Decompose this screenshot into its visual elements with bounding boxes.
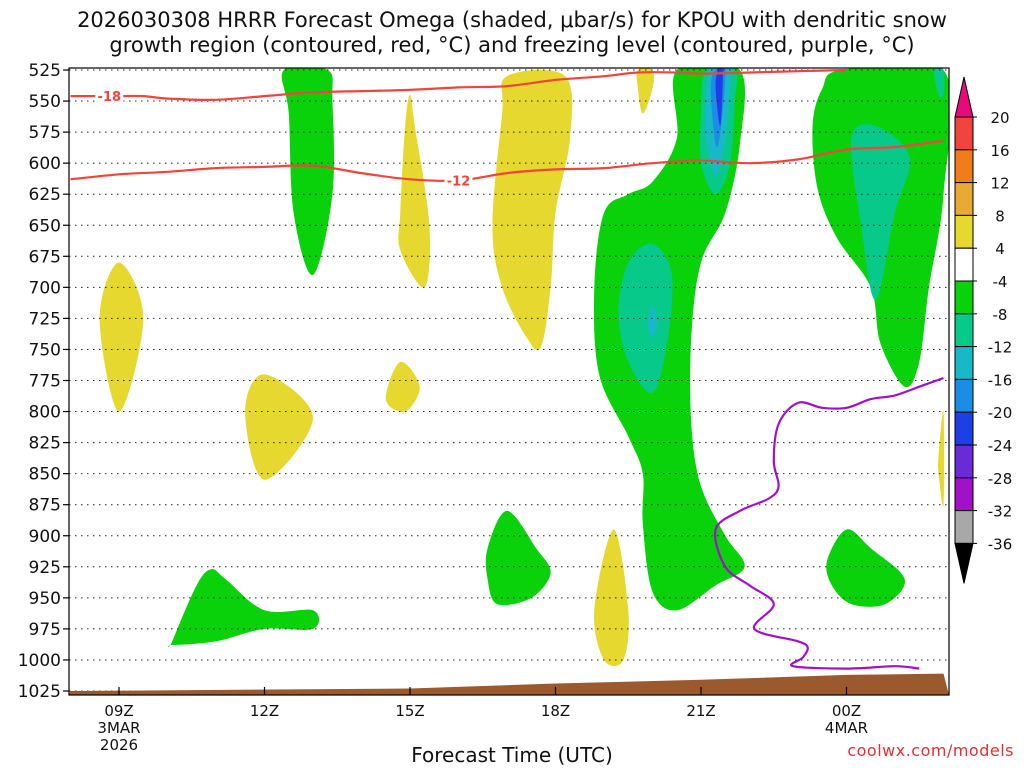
colorbar-label-8: -16 — [988, 371, 1013, 389]
colorbar-swatch-5 — [954, 247, 974, 282]
colorbar-label-4: 4 — [995, 240, 1005, 258]
omega-shading — [99, 68, 949, 667]
omega-region-sinking-4 — [398, 94, 430, 288]
colorbar-swatch-11 — [954, 444, 974, 479]
omega-region-rising-11 — [485, 510, 551, 606]
x-tick-label-18Z: 18Z — [541, 702, 570, 720]
colorbar-label-1: 16 — [990, 142, 1009, 160]
y-tick-label-850: 850 — [29, 465, 61, 485]
x-tick-label-00Z: 00Z — [832, 702, 861, 720]
x-tick-label-09Z: 09Z — [104, 702, 133, 720]
omega-region-rising-12 — [593, 68, 746, 611]
omega-region-rising-10 — [281, 68, 335, 275]
site-credit[interactable]: coolwx.com/models — [847, 741, 1014, 760]
y-tick-label-800: 800 — [29, 403, 61, 423]
contour-label-2: -12 — [447, 175, 471, 190]
colorbar-swatch-12 — [954, 477, 974, 512]
omega-region-rising-20 — [647, 306, 658, 337]
contour-label-bg-2 — [444, 172, 473, 188]
omega-region-sinking-2 — [245, 374, 313, 480]
y-tick-label-575: 575 — [29, 123, 61, 143]
colorbar-swatch-3 — [954, 182, 974, 216]
omega-region-sinking-8 — [938, 410, 945, 507]
omega-region-rising-9 — [168, 569, 320, 647]
colorbar-label-10: -24 — [988, 437, 1013, 455]
omega-region-rising-16 — [850, 124, 911, 300]
x-tick-year: 2026 — [100, 736, 138, 754]
omega-region-rising-14 — [826, 529, 905, 607]
y-tick-label-1000: 1000 — [18, 651, 61, 671]
y-tick-label-600: 600 — [29, 154, 61, 174]
colorbar-swatch-2 — [954, 149, 974, 184]
y-tick-label-775: 775 — [29, 372, 61, 392]
omega-region-rising-18 — [933, 68, 945, 98]
colorbar-swatch-6 — [954, 280, 974, 315]
omega-region-sinking-3 — [385, 361, 420, 412]
colorbar-label-6: -8 — [993, 306, 1008, 324]
x-tick-date-4MAR: 4MAR — [825, 719, 868, 737]
colorbar-label-11: -28 — [988, 470, 1013, 488]
colorbar-swatch-10 — [954, 411, 974, 446]
terrain-fill — [69, 673, 949, 695]
y-tick-label-825: 825 — [29, 434, 61, 454]
colorbar-swatch-8 — [954, 346, 974, 380]
colorbar-label-9: -20 — [988, 404, 1013, 422]
contour-line-1 — [70, 68, 847, 101]
title-line-1: 2026030308 HRRR Forecast Omega (shaded, … — [77, 8, 947, 32]
colorbar-label-5: -4 — [993, 273, 1008, 291]
x-axis-title: Forecast Time (UTC) — [411, 743, 613, 767]
x-tick-label-21Z: 21Z — [686, 702, 715, 720]
omega-region-sinking-7 — [594, 529, 629, 667]
y-tick-label-1025: 1025 — [18, 682, 61, 702]
omega-region-sinking-1 — [99, 262, 144, 412]
colorbar-swatch-4 — [954, 214, 974, 249]
y-tick-label-975: 975 — [29, 620, 61, 640]
y-tick-label-725: 725 — [29, 309, 61, 329]
y-tick-label-525: 525 — [29, 61, 61, 81]
contour-line-2 — [70, 139, 944, 183]
colorbar-swatch-bottom-arrow — [954, 542, 974, 584]
title-line-2: growth region (contoured, red, °C) and f… — [109, 33, 915, 57]
colorbar-swatch-1 — [954, 116, 974, 151]
y-tick-label-650: 650 — [29, 216, 61, 236]
colorbar-swatch-13 — [954, 510, 974, 544]
x-tick-label-12Z: 12Z — [250, 702, 279, 720]
chart-title: 2026030308 HRRR Forecast Omega (shaded, … — [0, 8, 1024, 58]
y-tick-label-675: 675 — [29, 247, 61, 267]
x-tick-date-3MAR: 3MAR — [97, 719, 140, 737]
terrain — [69, 673, 949, 695]
colorbar-swatch-9 — [954, 378, 974, 413]
colorbar-swatch-7 — [954, 313, 974, 348]
y-tick-label-900: 900 — [29, 527, 61, 547]
colorbar-label-3: 8 — [995, 207, 1005, 225]
y-tick-label-950: 950 — [29, 589, 61, 609]
omega-region-sinking-6 — [636, 68, 654, 114]
x-tick-label-15Z: 15Z — [395, 702, 424, 720]
colorbar-label-12: -32 — [988, 503, 1013, 521]
contour-label-1: -18 — [98, 90, 122, 105]
colorbar-label-0: 20 — [990, 109, 1009, 127]
pressure-axis: 525 550 575 600 625 650 675 700 725 750 775 800 825 8… — [18, 61, 69, 702]
plot-frame — [68, 67, 950, 696]
temperature-contours: -18 -12 — [70, 68, 944, 670]
y-tick-label-625: 625 — [29, 185, 61, 205]
omega-region-rising-22 — [715, 68, 723, 126]
colorbar-label-2: 12 — [990, 175, 1009, 193]
y-tick-label-700: 700 — [29, 278, 61, 298]
colorbar-label-7: -12 — [988, 339, 1013, 357]
y-tick-label-750: 750 — [29, 340, 61, 360]
contour-line-3 — [713, 376, 944, 670]
y-tick-label-550: 550 — [29, 92, 61, 112]
colorbar-label-13: -36 — [988, 535, 1013, 553]
y-tick-label-925: 925 — [29, 558, 61, 578]
omega-region-sinking-5 — [492, 69, 573, 351]
contour-label-bg-1 — [95, 88, 124, 104]
colorbar-swatch-top-arrow — [954, 76, 974, 118]
y-tick-label-875: 875 — [29, 496, 61, 516]
omega-colorbar: 20 16 12 8 4 -4 -8 -12 -16 -20 -24 -28 -32 -36 — [954, 76, 1013, 584]
